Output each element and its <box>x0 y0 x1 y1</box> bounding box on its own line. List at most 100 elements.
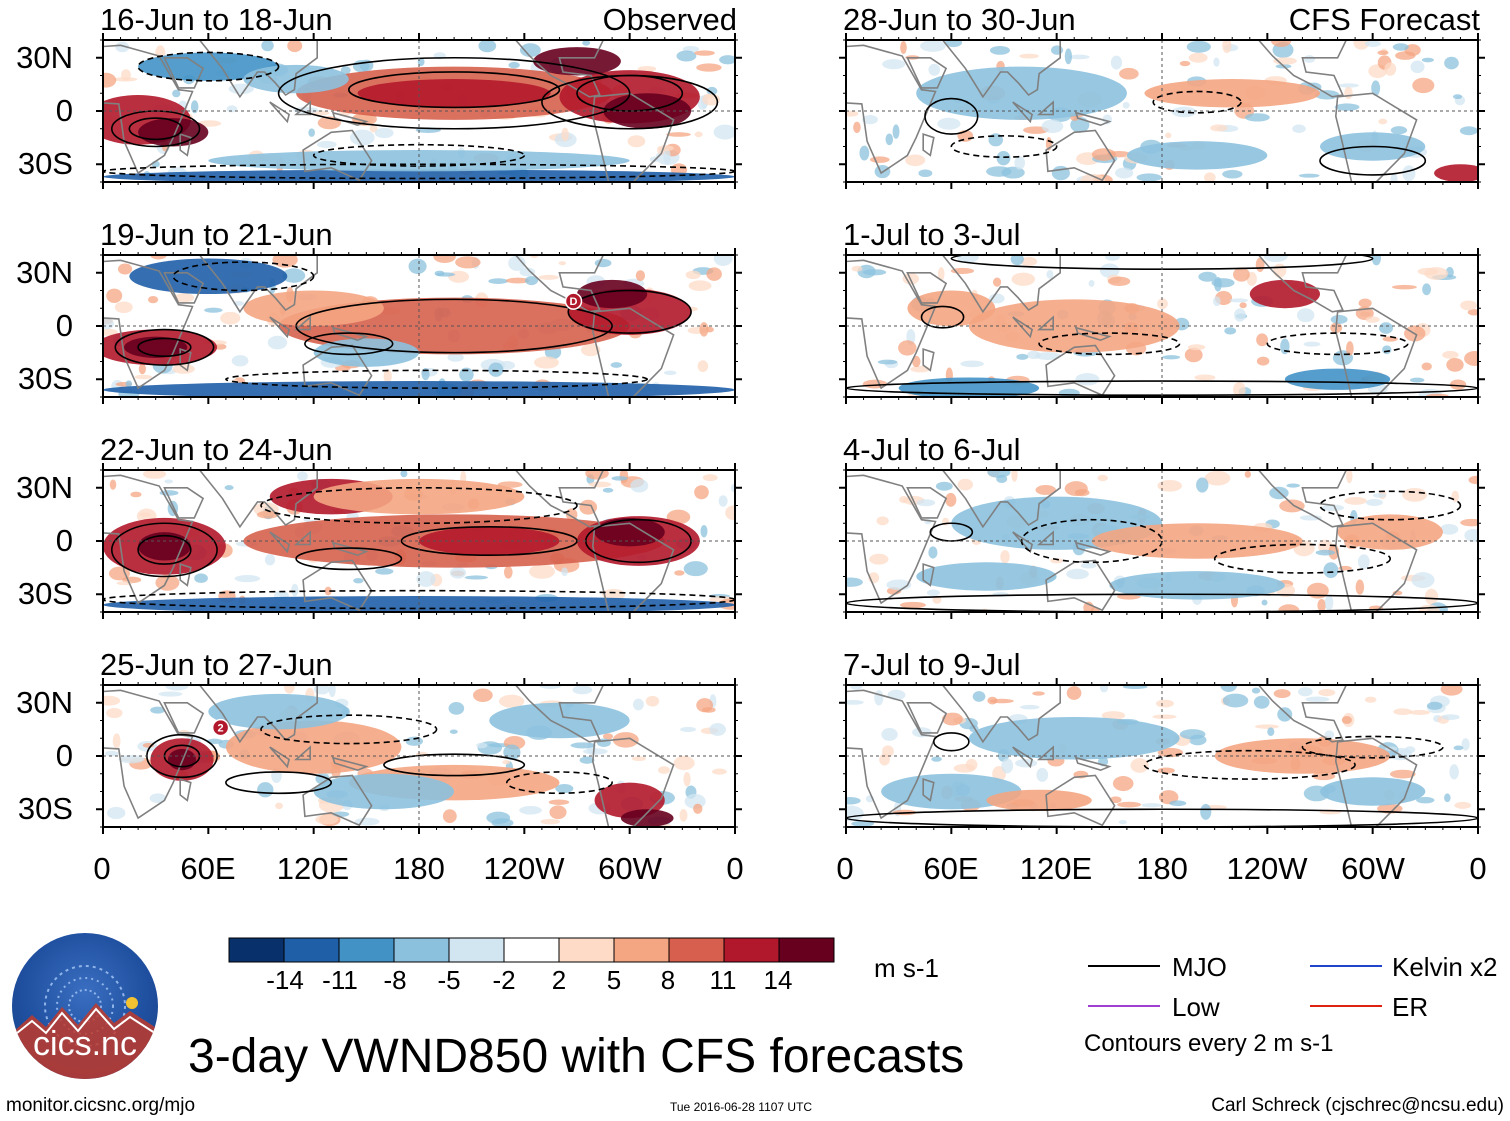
anomaly-speckle <box>862 269 887 276</box>
anomaly-speckle <box>103 318 114 330</box>
anomaly-speckle <box>1464 350 1478 366</box>
anomaly-speckle <box>1035 352 1061 360</box>
lat-label-30n: 30N <box>16 255 73 290</box>
legend-label-er: ER <box>1392 992 1429 1022</box>
anomaly-speckle <box>130 491 142 498</box>
mjo-contour <box>137 51 280 82</box>
anomaly-region <box>1126 141 1268 170</box>
anomaly-speckle <box>448 270 470 283</box>
anomaly-speckle <box>1210 124 1228 132</box>
anomaly-speckle <box>632 698 644 711</box>
anomaly-speckle <box>1035 485 1056 495</box>
lon-label: 60E <box>180 851 236 886</box>
coastline <box>103 44 194 175</box>
anomaly-speckle <box>120 69 131 81</box>
anomaly-speckle <box>1366 498 1383 507</box>
coastline <box>591 92 675 182</box>
anomaly-speckle <box>706 267 722 281</box>
mjo-contour <box>567 289 692 334</box>
coastline <box>1257 255 1348 313</box>
anomaly-speckle <box>1379 322 1393 334</box>
anomaly-speckle <box>1426 701 1443 710</box>
anomaly-speckle <box>688 280 712 292</box>
anomaly-speckle <box>147 295 159 304</box>
colorbar-label: 8 <box>660 965 676 995</box>
anomaly-speckle <box>694 50 715 56</box>
anomaly-speckle <box>190 100 199 114</box>
mjo-contour <box>1319 145 1427 176</box>
anomaly-speckle <box>1358 298 1372 308</box>
coastline <box>269 101 291 124</box>
anomaly-region <box>138 532 191 561</box>
anomaly-speckle <box>324 586 332 596</box>
anomaly-speckle <box>435 272 456 277</box>
anomaly-speckle <box>696 698 714 713</box>
anomaly-speckle <box>899 496 909 504</box>
anomaly-speckle <box>1461 738 1470 751</box>
anomaly-speckle <box>529 564 555 579</box>
anomaly-speckle <box>846 577 863 587</box>
anomaly-region <box>138 52 279 81</box>
coastline <box>1045 344 1116 397</box>
anomaly-speckle <box>455 256 481 269</box>
anomaly-speckle <box>685 270 701 280</box>
coastline <box>302 129 373 182</box>
anomaly-speckle <box>1303 341 1321 347</box>
anomaly-speckle <box>447 353 464 362</box>
anomaly-speckle <box>851 265 863 272</box>
anomaly-speckle <box>1058 388 1080 397</box>
coastline <box>846 44 937 175</box>
coastline <box>1074 756 1112 772</box>
colorbar-swatch <box>503 937 560 963</box>
anomaly-speckle <box>696 63 722 72</box>
lon-label: 0 <box>836 851 854 886</box>
map-panel <box>839 248 1485 404</box>
colorbar-swatch <box>778 937 835 963</box>
anomaly-region <box>357 79 551 108</box>
anomaly-speckle <box>261 40 274 52</box>
anomaly-speckle <box>1312 772 1336 781</box>
anomaly-speckle <box>725 505 735 521</box>
coastline <box>302 559 373 612</box>
coastline <box>1036 745 1054 761</box>
coastline <box>906 487 948 519</box>
coastline <box>293 745 311 761</box>
anomaly-speckle <box>257 782 274 798</box>
anomaly-speckle <box>1390 173 1398 182</box>
anomaly-speckle <box>1460 518 1478 527</box>
anomaly-speckle <box>416 571 436 587</box>
logo-name: cics.nc <box>33 1025 137 1063</box>
mjo-contour <box>383 753 526 777</box>
coastline <box>941 470 1061 529</box>
anomaly-speckle <box>1107 276 1131 286</box>
anomaly-speckle <box>231 355 249 367</box>
lon-label: 0 <box>1469 851 1487 886</box>
anomaly-speckle <box>627 135 646 148</box>
coastline <box>331 756 369 772</box>
anomaly-speckle <box>508 255 526 271</box>
coastline <box>1074 111 1112 127</box>
coastline <box>103 259 194 390</box>
footer-url[interactable]: monitor.cicsnc.org/mjo <box>6 1095 196 1116</box>
anomaly-speckle <box>1080 173 1106 182</box>
coastline <box>103 689 194 820</box>
mjo-contour <box>225 369 649 389</box>
anomaly-speckle <box>1234 308 1246 322</box>
anomaly-region <box>916 66 1127 120</box>
anomaly-speckle <box>448 702 465 715</box>
panel-title: 19-Jun to 21-Jun <box>100 217 333 252</box>
anomaly-speckle <box>1224 327 1237 335</box>
anomaly-speckle <box>1303 55 1316 63</box>
mjo-contour <box>1301 735 1444 759</box>
anomaly-speckle <box>1278 604 1300 612</box>
anomaly-speckle <box>1292 124 1306 133</box>
anomaly-speckle <box>1392 43 1409 51</box>
anomaly-speckle <box>109 479 117 490</box>
anomaly-speckle <box>375 568 394 575</box>
anomaly-speckle <box>928 63 941 76</box>
coastline <box>591 737 675 827</box>
panel-title: 25-Jun to 27-Jun <box>100 647 333 682</box>
anomaly-speckle <box>1064 48 1073 65</box>
anomaly-speckle <box>1424 588 1439 605</box>
anomaly-speckle <box>1027 350 1041 360</box>
